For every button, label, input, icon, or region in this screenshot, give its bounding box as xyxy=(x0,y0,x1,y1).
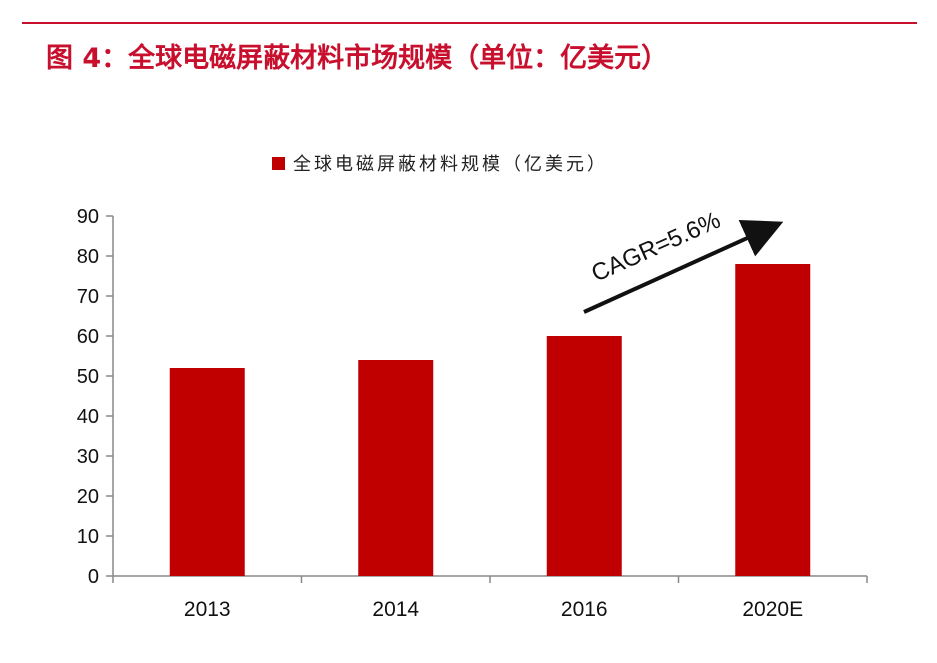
bars xyxy=(169,264,811,576)
legend-swatch xyxy=(272,156,285,170)
x-tick-label: 2020E xyxy=(742,598,803,621)
x-tick-label: 2016 xyxy=(561,598,608,621)
bar-2013 xyxy=(169,368,245,576)
x-tick-label: 2014 xyxy=(372,598,419,621)
x-tick-label: 2013 xyxy=(184,598,231,621)
bar-2014 xyxy=(358,360,434,576)
figure-title: 图 4：全球电磁屏蔽材料市场规模（单位：亿美元） xyxy=(46,43,669,74)
bar-2016 xyxy=(546,336,622,576)
y-tick-label: 70 xyxy=(77,286,99,308)
y-tick-label: 40 xyxy=(77,406,99,428)
y-tick-label: 10 xyxy=(77,526,99,548)
legend-label: 全球电磁屏蔽材料规模（亿美元） xyxy=(293,154,608,175)
y-tick-label: 50 xyxy=(77,366,99,388)
y-tick-label: 60 xyxy=(77,326,99,348)
cagr-label: CAGR=5.6% xyxy=(587,207,724,288)
y-tick-label: 30 xyxy=(77,446,99,468)
y-tick-label: 80 xyxy=(77,246,99,268)
title-rule xyxy=(22,22,917,24)
y-tick-label: 20 xyxy=(77,486,99,508)
bar-2020E xyxy=(735,264,811,576)
axes: 0 10 20 30 40 50 60 70 80 90 2013 2014 2016 2020E xyxy=(77,206,868,621)
y-tick-label: 0 xyxy=(88,566,99,588)
legend: 全球电磁屏蔽材料规模（亿美元） xyxy=(272,150,608,176)
y-tick-label: 90 xyxy=(77,206,99,228)
cagr-arrow xyxy=(583,219,784,314)
